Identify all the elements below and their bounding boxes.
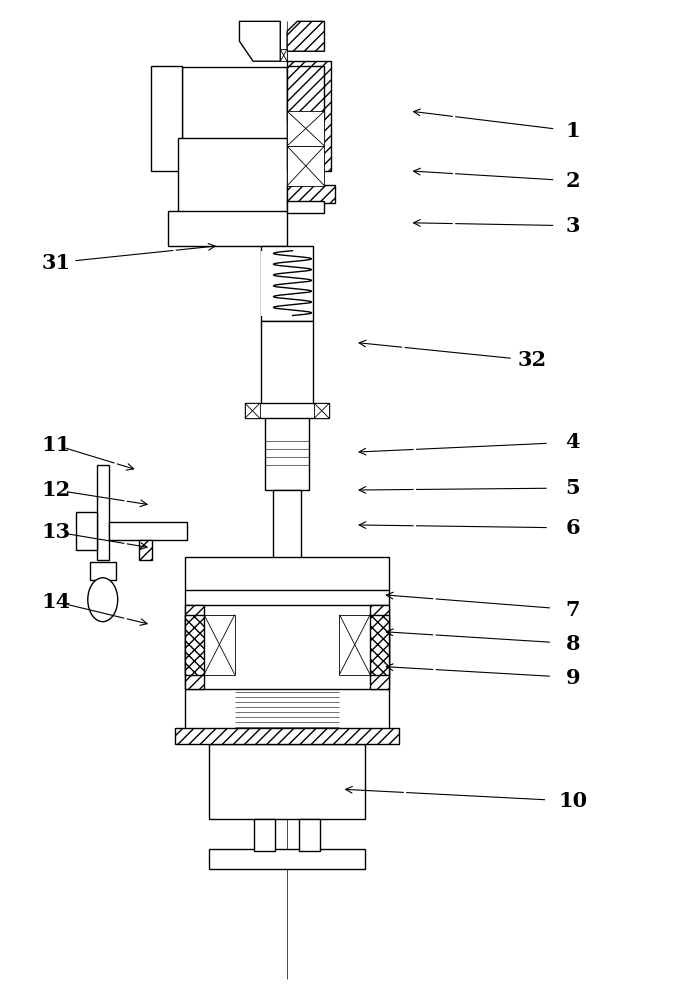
Bar	[287, 185, 335, 203]
Text: 13: 13	[41, 522, 70, 542]
Bar	[76, 512, 96, 550]
Bar	[287, 66, 324, 121]
Bar	[209, 744, 365, 819]
Bar	[185, 557, 389, 731]
Circle shape	[88, 578, 117, 622]
Bar	[261, 321, 313, 405]
Text: 5: 5	[566, 478, 580, 498]
Bar	[287, 201, 324, 213]
Bar	[270, 570, 304, 635]
Polygon shape	[287, 21, 324, 51]
Bar	[265, 415, 309, 490]
Bar	[245, 403, 260, 418]
Bar	[287, 111, 324, 146]
Polygon shape	[240, 21, 280, 61]
Text: 10: 10	[558, 791, 587, 811]
Text: 1: 1	[566, 121, 580, 141]
Text: 6: 6	[566, 518, 580, 538]
Bar	[245, 403, 329, 418]
Polygon shape	[261, 251, 290, 316]
Bar	[139, 540, 152, 560]
Bar	[151, 66, 182, 171]
Text: 14: 14	[41, 592, 70, 612]
Bar	[287, 61, 331, 171]
Bar	[90, 562, 115, 580]
Bar	[209, 849, 365, 869]
Bar	[314, 403, 329, 418]
Bar	[255, 819, 275, 851]
Text: 7: 7	[566, 600, 580, 620]
Bar	[185, 605, 204, 689]
Text: 9: 9	[566, 668, 580, 688]
Text: 2: 2	[566, 171, 580, 191]
Bar	[273, 490, 301, 570]
Bar	[370, 615, 389, 675]
Bar	[299, 819, 320, 851]
Text: 8: 8	[566, 634, 580, 654]
Text: 3: 3	[566, 216, 580, 236]
Text: 12: 12	[41, 480, 70, 500]
Bar	[182, 67, 287, 139]
Bar	[287, 146, 324, 186]
Bar	[204, 615, 235, 675]
Bar	[96, 465, 109, 560]
Bar	[280, 49, 287, 61]
Text: 32: 32	[518, 350, 546, 370]
Text: 11: 11	[41, 435, 70, 455]
Bar	[168, 211, 287, 246]
Bar	[185, 615, 204, 675]
Bar	[175, 728, 400, 744]
Text: 31: 31	[41, 253, 70, 273]
Bar	[370, 605, 389, 689]
Bar	[275, 635, 299, 660]
Bar	[178, 138, 287, 213]
Bar	[339, 615, 370, 675]
Text: 4: 4	[566, 432, 580, 452]
Bar	[109, 522, 187, 540]
Bar	[261, 246, 313, 320]
